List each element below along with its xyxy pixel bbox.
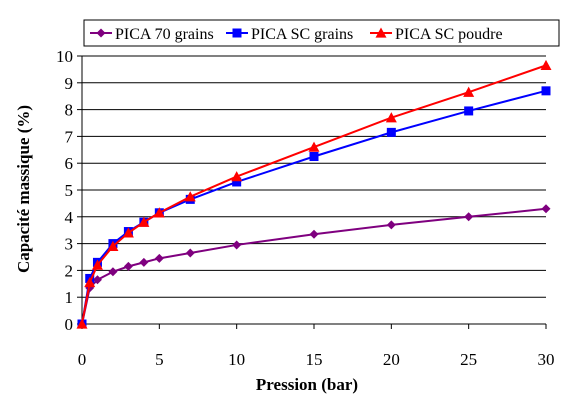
data-point	[541, 86, 551, 96]
data-point	[386, 220, 396, 230]
legend-item: PICA SC poudre	[370, 26, 503, 43]
legend: PICA 70 grains PICA SC grains PICA SC poud…	[83, 19, 560, 47]
data-point	[122, 227, 134, 238]
data-point	[123, 261, 133, 271]
data-point	[231, 171, 243, 182]
legend-item: PICA SC grains	[226, 26, 353, 43]
y-axis-label: Capacité massique (%)	[14, 105, 33, 273]
y-tick-label: 8	[65, 101, 74, 120]
x-tick-label: 20	[383, 350, 400, 369]
data-point	[184, 191, 196, 202]
data-point	[232, 177, 242, 187]
data-point	[153, 207, 165, 218]
data-point	[385, 112, 397, 123]
x-tick-label: 5	[155, 350, 164, 369]
data-point	[92, 275, 102, 285]
data-point	[309, 152, 319, 161]
data-point	[91, 259, 103, 270]
y-tick-label: 7	[65, 127, 74, 146]
x-tick-label: 15	[306, 350, 323, 369]
legend-marker	[232, 28, 242, 38]
data-point	[541, 204, 551, 214]
data-point	[464, 212, 474, 222]
legend-marker	[375, 27, 387, 38]
data-point	[76, 318, 88, 329]
tick-labels: 0 1 2 3 4 5 6 7 8 9 10 0 5 10 15 20 25 30	[56, 47, 555, 369]
legend-marker	[96, 28, 106, 38]
data-point	[308, 141, 320, 152]
series-pica-70-grains	[77, 204, 551, 329]
legend-label: PICA SC poudre	[395, 26, 503, 43]
y-tick-label: 6	[65, 154, 74, 173]
data-point	[138, 216, 150, 227]
data-point	[139, 257, 149, 267]
series-line	[81, 89, 547, 325]
x-tick-label: 30	[538, 350, 555, 369]
series-line	[81, 64, 547, 325]
data-point	[386, 127, 396, 137]
series-pica-sc-grains	[77, 86, 551, 329]
y-tick-label: 10	[56, 47, 73, 66]
legend-label: PICA 70 grains	[115, 26, 214, 43]
y-tick-label: 3	[65, 235, 74, 254]
data-point	[309, 229, 319, 239]
x-tick-label: 10	[228, 350, 245, 369]
data-point	[108, 267, 118, 277]
y-tick-label: 0	[65, 315, 74, 334]
y-tick-label: 1	[65, 288, 74, 307]
x-tick-label: 25	[460, 350, 477, 369]
y-tick-label: 9	[65, 74, 74, 93]
data-point	[84, 276, 96, 288]
y-tick-label: 2	[65, 261, 74, 280]
y-tick-label: 5	[65, 181, 74, 200]
axes	[77, 55, 547, 329]
data-point	[463, 86, 475, 97]
series-line	[81, 207, 547, 325]
x-tick-label: 0	[78, 350, 87, 369]
data-point	[232, 240, 242, 250]
data-point	[540, 59, 552, 71]
data-point	[185, 248, 195, 258]
data-series	[76, 59, 552, 329]
data-point	[464, 106, 474, 116]
legend-box	[83, 19, 560, 47]
y-tick-label: 4	[65, 208, 74, 227]
legend-item: PICA 70 grains	[90, 26, 214, 43]
data-point	[154, 253, 164, 263]
legend-label: PICA SC grains	[251, 26, 353, 43]
data-point	[107, 240, 119, 251]
series-pica-sc-poudre	[76, 59, 552, 329]
x-axis-label: Pression (bar)	[256, 375, 358, 394]
